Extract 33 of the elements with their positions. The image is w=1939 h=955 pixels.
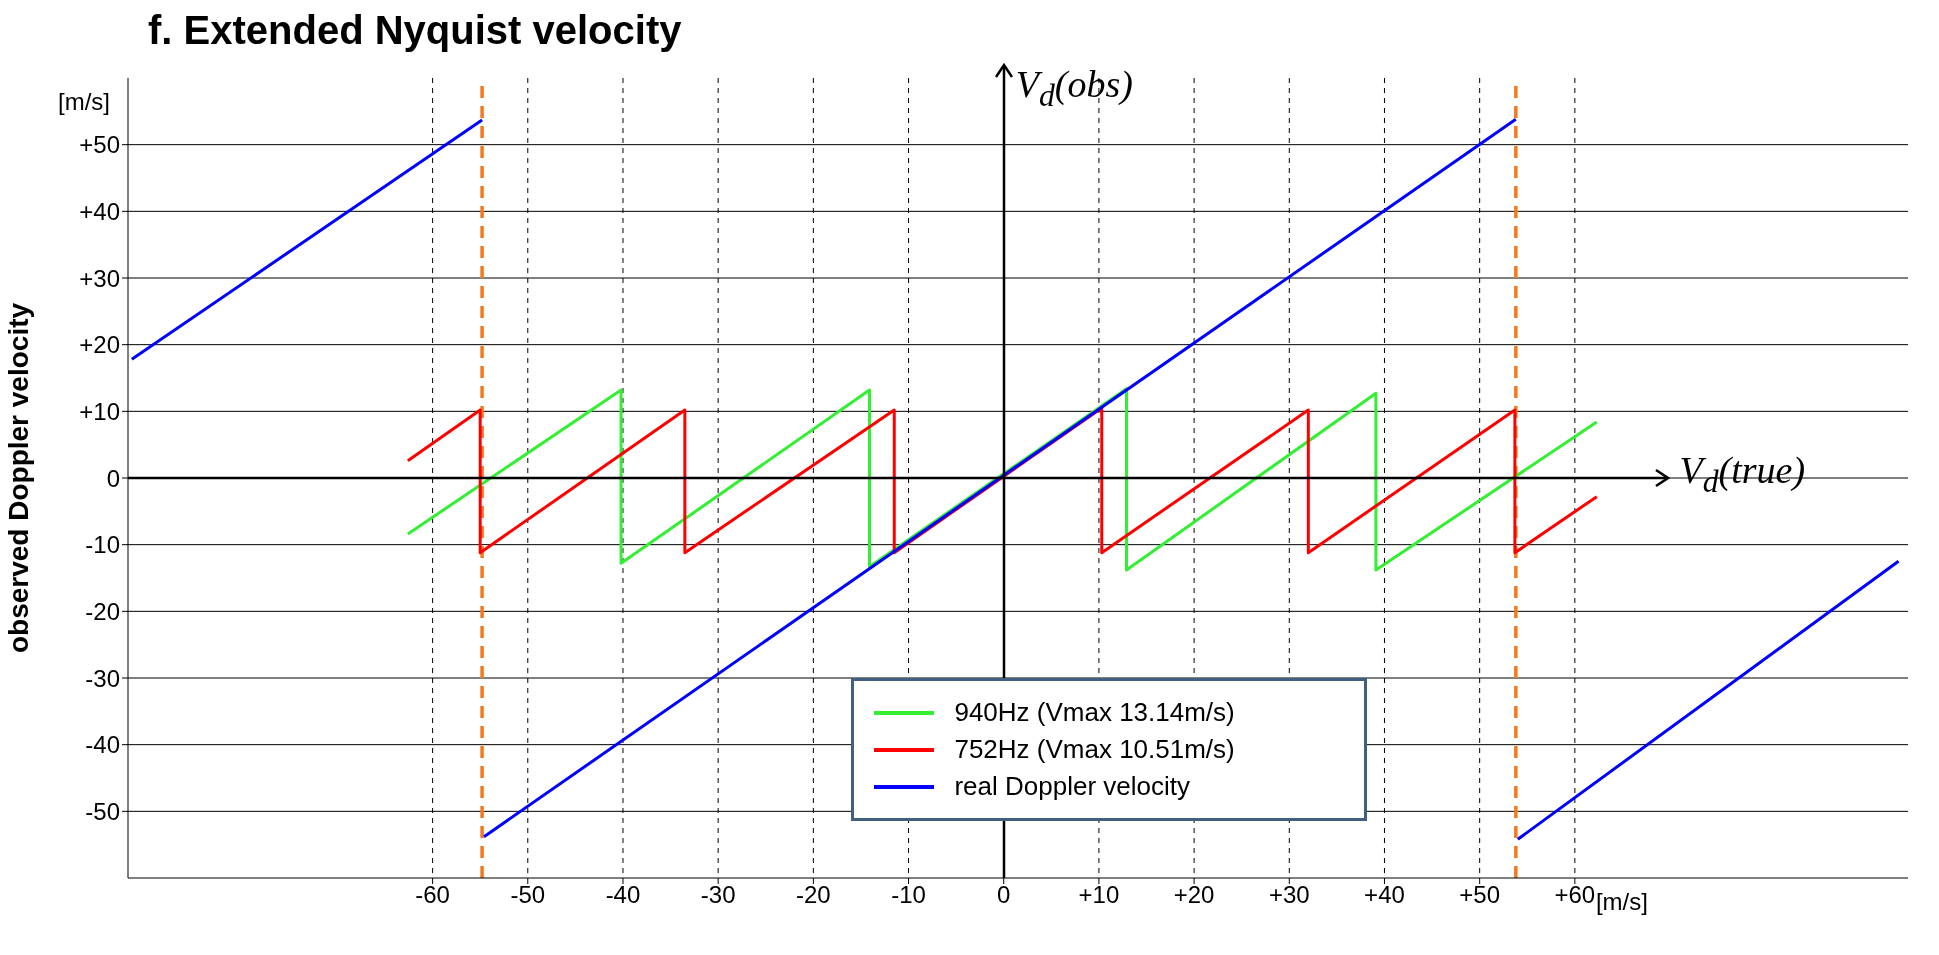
legend-label: real Doppler velocity [954,771,1190,802]
chart-title: f. Extended Nyquist velocity [147,8,683,54]
x-tick-label: +30 [1268,881,1310,909]
text: [m/s] [1595,888,1648,916]
y-tick-label: -10 [85,531,120,559]
y-tick-label: +30 [79,264,120,292]
y-tick-label: -40 [85,731,120,759]
x-tick-label: 0 [997,881,1011,909]
y-tick-label: 0 [106,464,120,492]
y-tick-label: +20 [79,331,120,359]
y-axis-title: observed Doppler velocity [2,302,34,654]
x-tick-label: +20 [1173,881,1215,909]
x-tick-label: +60 [1554,881,1596,909]
x-tick-label: -50 [510,881,546,909]
x-tick-label: -60 [415,881,450,909]
x-tick-label: -30 [700,881,736,909]
y-tick-label: -50 [85,797,120,825]
y-tick-label: +50 [79,131,120,159]
x-tick-label: -10 [891,881,926,909]
legend-label: 940Hz (Vmax 13.14m/s) [954,697,1235,728]
y-tick-label: +10 [79,397,120,425]
x-tick-label: +50 [1459,881,1501,909]
x-tick-label: +40 [1364,881,1405,909]
y-tick-label: -20 [85,597,120,625]
y-tick-label: -30 [85,664,120,692]
y-tick-label: +40 [79,197,120,225]
annotation: V$_{d}$(obs) [1015,62,1133,114]
x-tick-label: -20 [796,881,831,909]
legend-label: 752Hz (Vmax 10.51m/s) [954,734,1235,765]
x-tick-label: +10 [1078,881,1120,909]
x-axis-title: V$_{d}$(true) [1679,448,1806,500]
x-tick-label: -40 [605,881,641,909]
text: [m/s] [58,88,110,116]
